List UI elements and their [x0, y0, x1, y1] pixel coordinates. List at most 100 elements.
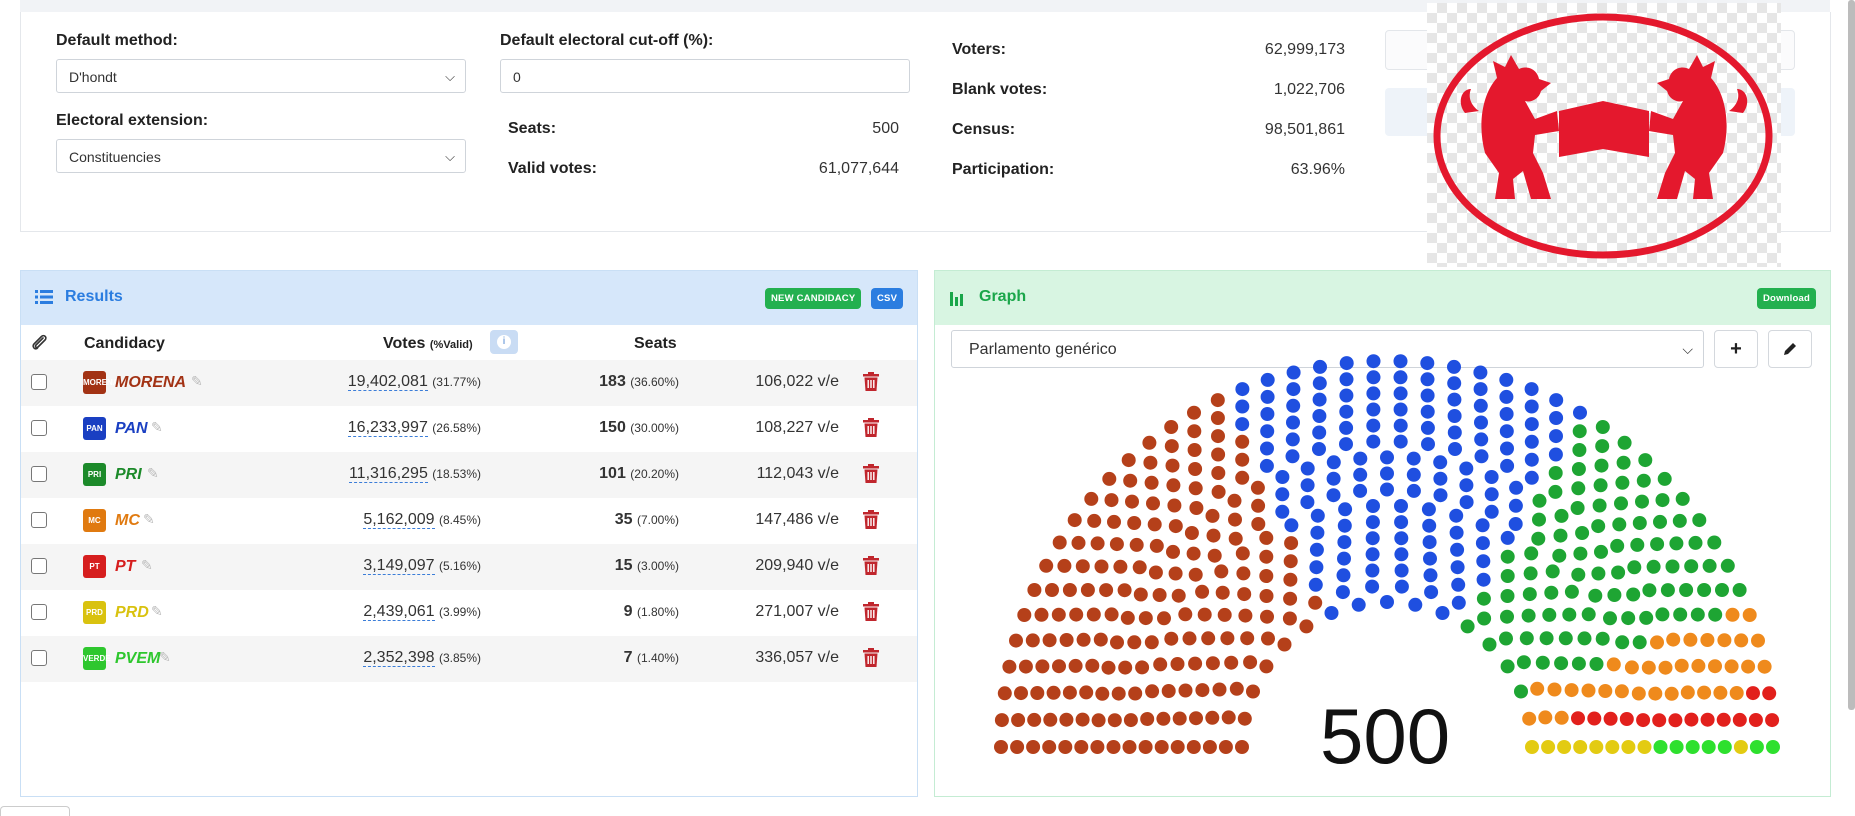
trash-icon[interactable]	[863, 510, 879, 529]
seat-morena	[1187, 424, 1202, 439]
party-name[interactable]: PAN	[115, 420, 148, 437]
votes-pct: (8.45%)	[438, 513, 481, 527]
add-chart-button[interactable]: +	[1714, 330, 1758, 368]
pencil-icon[interactable]: ✎	[191, 373, 203, 389]
extension-select[interactable]: Constituencies ⌵	[56, 139, 466, 173]
census-label: Census:	[952, 121, 1016, 138]
trash-icon[interactable]	[863, 372, 879, 391]
votes-value[interactable]: 2,352,398	[363, 649, 435, 667]
seat-pan	[1380, 450, 1394, 465]
seat-pan	[1406, 451, 1421, 466]
edit-chart-button[interactable]	[1768, 330, 1812, 368]
party-name[interactable]: PT	[115, 558, 136, 575]
seat-morena	[1201, 631, 1216, 646]
seat-pan	[1476, 554, 1491, 569]
table-row: PAN PAN ✎ 16,233,997 (26.58%) 150 (30.00…	[21, 406, 917, 452]
seat-pan	[1285, 449, 1300, 464]
seat-pt	[1746, 686, 1760, 701]
seat-morena	[1113, 559, 1128, 574]
row-checkbox[interactable]	[31, 650, 47, 666]
row-checkbox[interactable]	[31, 558, 47, 574]
seat-pan	[1300, 461, 1315, 476]
info-button[interactable]: i	[490, 330, 518, 354]
votes-cell[interactable]: 3,149,097 (5.16%)	[363, 557, 481, 575]
party-name[interactable]: PRI	[115, 466, 142, 483]
votes-value[interactable]: 19,402,081	[347, 373, 428, 391]
row-checkbox[interactable]	[31, 374, 47, 390]
download-button[interactable]: Download	[1757, 288, 1816, 309]
votes-cell[interactable]: 5,162,009 (8.45%)	[363, 511, 481, 529]
trash-icon[interactable]	[863, 602, 879, 621]
seat-pvem	[1685, 740, 1700, 754]
pencil-icon[interactable]: ✎	[147, 465, 159, 481]
new-candidacy-button[interactable]: NEW CANDIDACY	[765, 288, 862, 309]
page-scrollbar[interactable]	[1848, 0, 1855, 710]
seat-pvem	[1653, 740, 1668, 754]
seat-pan	[1393, 402, 1408, 417]
seat-pri	[1615, 475, 1630, 490]
seat-pan	[1393, 370, 1408, 385]
votes-value[interactable]: 5,162,009	[363, 511, 435, 529]
seat-mc	[1650, 635, 1664, 650]
votes-value[interactable]: 2,439,061	[363, 603, 435, 621]
votes-cell[interactable]: 11,316,295 (18.53%)	[348, 465, 481, 483]
trash-icon[interactable]	[863, 556, 879, 575]
seat-pan	[1423, 568, 1438, 583]
votes-cell[interactable]: 19,402,081 (31.77%)	[347, 373, 481, 391]
votes-cell[interactable]: 2,439,061 (3.99%)	[363, 603, 481, 621]
party-name[interactable]: PVEM	[115, 650, 161, 667]
party-name[interactable]: PRD	[115, 604, 149, 621]
seat-morena	[1172, 711, 1187, 726]
extension-select-value: Constituencies	[69, 149, 161, 165]
seat-pri	[1611, 565, 1626, 580]
party-name[interactable]: MORENA	[115, 374, 187, 391]
method-select[interactable]: D'hondt ⌵	[56, 59, 466, 93]
seats-cell: 9 (1.80%)	[624, 603, 679, 621]
paperclip-icon[interactable]	[31, 334, 49, 352]
row-checkbox[interactable]	[31, 420, 47, 436]
seat-pan	[1420, 356, 1435, 371]
seat-pan	[1476, 572, 1491, 587]
seat-morena	[1062, 583, 1077, 597]
seat-morena	[1259, 549, 1274, 564]
trash-icon[interactable]	[863, 418, 879, 437]
seat-mc	[1680, 685, 1695, 700]
seat-mc	[1624, 660, 1639, 675]
pencil-icon[interactable]: ✎	[151, 419, 163, 435]
seat-morena	[1186, 740, 1201, 754]
cutoff-input[interactable]: 0	[500, 59, 910, 93]
votes-cell[interactable]: 2,352,398 (3.85%)	[363, 649, 481, 667]
csv-button[interactable]: CSV	[871, 288, 904, 309]
seat-pri	[1531, 531, 1546, 546]
pencil-icon[interactable]: ✎	[151, 603, 163, 619]
seats-value: 101	[599, 465, 626, 482]
seat-mc	[1631, 686, 1646, 701]
trash-icon[interactable]	[863, 648, 879, 667]
seat-morena	[1129, 537, 1144, 552]
row-checkbox[interactable]	[31, 512, 47, 528]
seats-value: 7	[623, 649, 633, 666]
votes-value[interactable]: 16,233,997	[347, 419, 428, 437]
trash-icon[interactable]	[863, 464, 879, 483]
seats-value: 35	[614, 511, 633, 528]
votes-value[interactable]: 11,316,295	[348, 465, 428, 483]
seats-cell: 15 (3.00%)	[615, 557, 679, 575]
votes-cell[interactable]: 16,233,997 (26.58%)	[347, 419, 481, 437]
seat-mc	[1757, 659, 1772, 674]
party-name[interactable]: MC	[115, 512, 140, 529]
votes-column-header[interactable]: Votes (%Valid)	[383, 335, 473, 353]
chart-template-select[interactable]: Parlamento genérico ⌵	[951, 330, 1704, 368]
row-checkbox[interactable]	[31, 466, 47, 482]
seat-pt	[1762, 686, 1777, 701]
pencil-icon[interactable]: ✎	[141, 557, 153, 573]
seat-morena	[1251, 498, 1266, 513]
pencil-icon[interactable]: ✎	[143, 511, 155, 527]
votes-value[interactable]: 3,149,097	[363, 557, 435, 575]
row-checkbox[interactable]	[31, 604, 47, 620]
seat-prd	[1621, 740, 1636, 754]
pencil-icon[interactable]: ✎	[159, 649, 171, 665]
seat-morena	[1164, 420, 1179, 434]
seat-pan	[1447, 359, 1461, 374]
seat-pan	[1312, 376, 1327, 391]
bottom-tab[interactable]	[0, 806, 70, 816]
